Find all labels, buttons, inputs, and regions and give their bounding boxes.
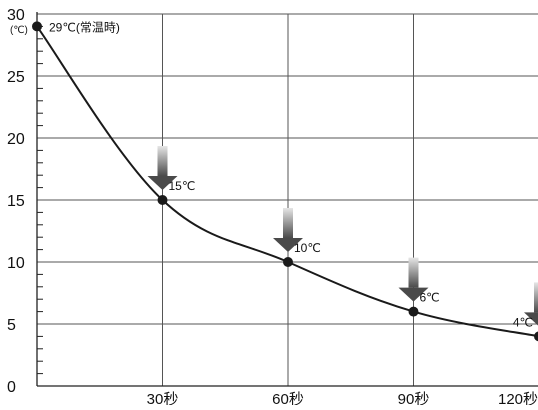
data-point-120 [534, 331, 538, 341]
data-point-0 [32, 21, 42, 31]
y-tick-label-10: 10 [7, 255, 25, 272]
y-unit-label: (℃) [10, 25, 28, 36]
data-point-60 [283, 257, 293, 267]
arrow-layer [148, 146, 538, 326]
arrow-120-shaft [534, 282, 538, 312]
data-label-30: 15℃ [169, 179, 196, 193]
y-tick-label-30: 30 [7, 7, 25, 24]
arrow-60-shaft [283, 208, 293, 238]
y-tick-label-25: 25 [7, 69, 25, 86]
data-label-60: 10℃ [294, 241, 321, 255]
y-tick-label-20: 20 [7, 131, 25, 148]
label-layer: 0 5 10 15 20 25 30 30秒 60秒 90秒 120秒 (℃) 29℃(常温時) 15℃ 1… [7, 7, 538, 405]
arrow-30-shaft [158, 146, 168, 176]
y-tick-label-5: 5 [7, 317, 16, 334]
x-tick-label-30: 30秒 [147, 391, 179, 405]
arrow-90-shaft [409, 258, 419, 288]
point-layer [32, 21, 538, 341]
y-tick-label-15: 15 [7, 193, 25, 210]
y-tick-label-0: 0 [7, 379, 16, 396]
x-tick-label-120: 120秒 [498, 391, 538, 405]
data-label-0: 29℃(常温時) [49, 20, 120, 34]
data-point-30 [158, 195, 168, 205]
grid-layer [37, 14, 538, 386]
data-label-120: 4℃ [513, 315, 533, 329]
x-tick-label-90: 90秒 [398, 391, 430, 405]
data-point-90 [409, 307, 419, 317]
x-tick-label-60: 60秒 [272, 391, 304, 405]
data-label-90: 6℃ [420, 291, 440, 305]
